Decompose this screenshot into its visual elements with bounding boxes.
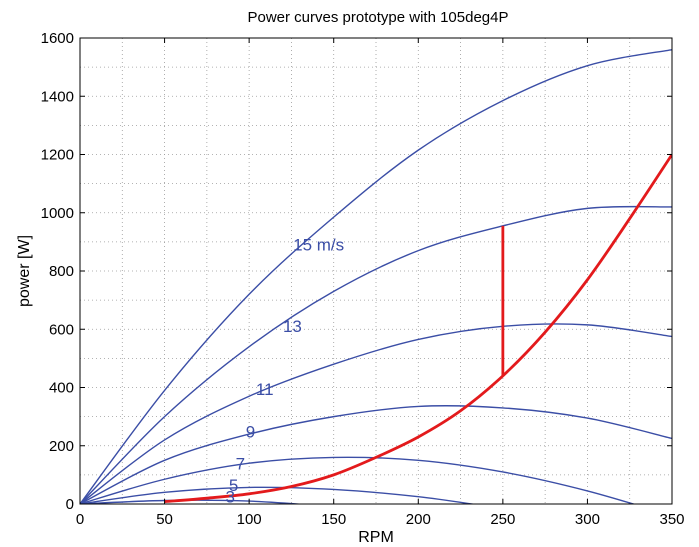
curve-label: 15 m/s [293,236,344,255]
grid [80,38,672,504]
x-tick-label: 0 [76,511,84,528]
x-tick-label: 50 [156,511,173,528]
power-curve-3-line [80,499,308,504]
y-tick-label: 600 [49,321,74,338]
curve-label: 3 [225,488,234,507]
ticks: 0 50 100 150 200 250 300 350 0 200 400 600 800 1000 12… [41,30,685,528]
y-tick-label: 1000 [41,205,74,222]
series-group [80,48,672,504]
chart-title: Power curves prototype with 105deg4P [248,9,509,26]
y-tick-label: 1400 [41,88,74,105]
y-tick-label: 0 [66,496,74,513]
power-curve-9-line [80,405,672,504]
power-curve-13-line [80,205,672,504]
curve-label: 11 [256,380,274,399]
y-axis-label: power [W] [16,235,33,307]
power-curve-5-line [80,486,477,504]
curve-label: 7 [236,455,245,474]
curve-label: 9 [246,423,255,442]
curve-label: 13 [283,317,302,336]
curve-label: 5 [229,476,238,495]
x-tick-label: 200 [406,511,431,528]
y-tick-label: 1600 [41,30,74,47]
y-tick-label: 400 [49,380,74,397]
curve-labels: 15 m/s 13 11 97 53 [225,236,344,507]
y-tick-label: 200 [49,438,74,455]
operating-curve-line-7 [164,153,672,504]
x-axis-label: RPM [358,529,394,546]
x-tick-label: 250 [490,511,515,528]
x-tick-label: 300 [575,511,600,528]
y-tick-label: 1200 [41,147,74,164]
power-curve-15-m-s-line [80,48,672,504]
power-curve-11-line [80,323,672,504]
x-tick-label: 100 [237,511,262,528]
x-tick-label: 350 [659,511,684,528]
y-tick-label: 800 [49,263,74,280]
x-tick-label: 150 [321,511,346,528]
